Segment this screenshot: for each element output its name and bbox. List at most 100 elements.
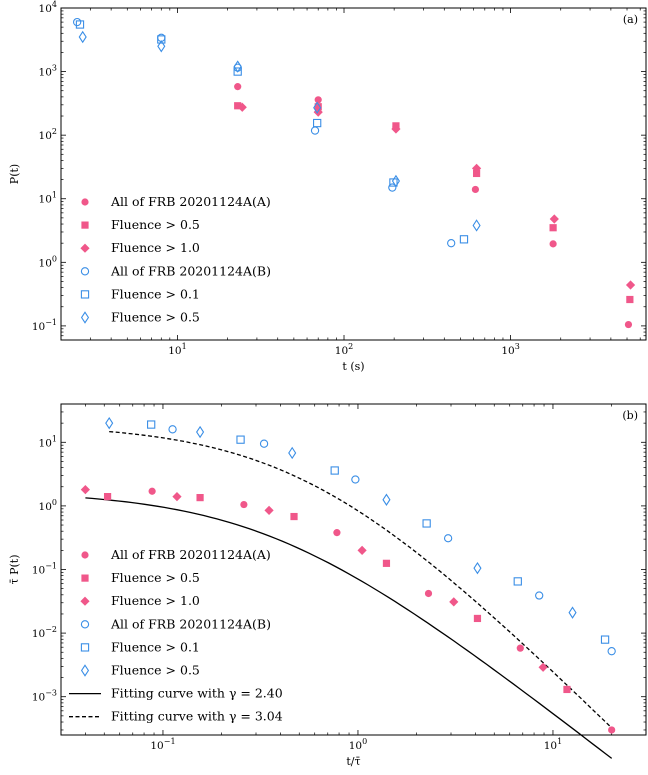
data-point-series-5 [313, 118, 322, 128]
data-point-series-5 [513, 577, 522, 586]
data-point-series-3 [625, 280, 636, 290]
data-point-series-5 [422, 519, 431, 528]
tick-exponent: 1 [182, 342, 187, 351]
data-point-series-3 [357, 545, 367, 555]
data-point-series-6 [233, 60, 242, 73]
data-point-series-5 [157, 35, 166, 44]
tick-exponent: 2 [52, 127, 57, 136]
legend-label-1: All of FRB 20201124A(A) [110, 194, 271, 209]
tick-base: 10 [39, 194, 52, 206]
tick-exponent: 1 [52, 434, 57, 443]
tick-base: 10 [168, 345, 181, 357]
panel-label: (b) [622, 409, 638, 422]
data-point-series-4 [72, 17, 82, 27]
data-point-series-6 [157, 40, 166, 53]
data-point-series-1 [608, 726, 616, 734]
data-point-series-3 [391, 124, 401, 134]
y-tick-label: 10−1 [32, 562, 57, 577]
legend-marker-1 [81, 198, 89, 206]
tick-exponent: −3 [45, 689, 57, 698]
tick-base: 10 [150, 740, 163, 752]
data-point-series-4 [535, 591, 544, 600]
y-tick-label: 100 [39, 498, 57, 513]
y-tick-label: 100 [39, 254, 57, 269]
x-tick-label: 101 [544, 737, 562, 752]
data-point-series-5 [236, 435, 245, 444]
tick-base: 10 [544, 740, 557, 752]
legend-label-6: Fluence > 0.5 [111, 310, 200, 325]
tick-exponent: 1 [557, 737, 562, 746]
tick-base: 10 [39, 437, 52, 449]
x-tick-label: 10−1 [150, 737, 175, 752]
tick-base: 10 [349, 740, 362, 752]
tick-base: 10 [39, 257, 52, 269]
legend-label-4: All of FRB 20201124A(B) [110, 263, 271, 278]
tick-exponent: 3 [52, 64, 57, 73]
data-point-series-6 [473, 561, 482, 575]
data-point-series-1 [471, 185, 480, 194]
data-point-series-3 [172, 492, 182, 502]
data-point-series-6 [313, 101, 322, 114]
data-point-series-2 [626, 295, 634, 304]
legend-label-1: All of FRB 20201124A(A) [110, 547, 271, 562]
legend-label-2: Fluence > 0.5 [111, 570, 200, 585]
fit-curve-solid [85, 497, 613, 759]
legend-label-5: Fluence > 0.1 [111, 286, 200, 301]
legend-label-6: Fluence > 0.5 [111, 663, 200, 678]
panel-label: (a) [623, 13, 638, 26]
legend-label-2: Fluence > 0.5 [111, 217, 200, 232]
data-point-series-5 [233, 67, 242, 76]
data-point-series-6 [78, 30, 87, 44]
data-point-series-1 [516, 644, 524, 652]
data-point-series-6 [288, 446, 297, 460]
tick-exponent: −1 [45, 562, 57, 571]
legend-marker-1 [81, 551, 89, 559]
data-point-series-3 [471, 163, 482, 174]
data-point-series-5 [147, 420, 156, 429]
y-tick-label: 104 [39, 0, 57, 15]
x-axis-label: t (s) [342, 360, 364, 373]
tick-base: 10 [39, 67, 52, 79]
data-point-series-2 [314, 103, 322, 111]
tick-exponent: 0 [362, 737, 367, 746]
tick-exponent: 1 [52, 191, 57, 200]
tick-base: 10 [32, 628, 45, 640]
x-tick-label: 103 [501, 342, 519, 357]
tick-exponent: 0 [52, 254, 57, 263]
y-tick-label: 10−1 [32, 318, 57, 333]
y-tick-label: 101 [39, 434, 57, 449]
tick-exponent: 3 [515, 342, 520, 351]
legend-marker-6 [80, 311, 90, 324]
tick-exponent: −1 [164, 737, 176, 746]
legend-label-3: Fluence > 1.0 [111, 593, 200, 608]
data-point-series-2 [290, 512, 298, 521]
x-tick-label: 100 [349, 737, 367, 752]
legend-marker-3 [80, 243, 90, 253]
tick-exponent: −1 [45, 318, 57, 327]
legend-label-fit-1: Fitting curve with γ = 2.40 [111, 686, 283, 701]
data-point-series-2 [103, 493, 112, 501]
y-axis-label: τ̄ P(t) [8, 555, 21, 585]
legend-marker-6 [80, 664, 90, 677]
data-point-series-3 [538, 662, 548, 672]
data-point-series-1 [549, 240, 557, 248]
data-point-series-2 [549, 224, 557, 232]
legend-marker-5 [80, 290, 90, 299]
data-point-series-4 [351, 475, 360, 484]
data-point-series-4 [447, 239, 456, 248]
tick-base: 10 [501, 345, 514, 357]
data-point-series-2 [473, 614, 482, 623]
legend-label-5: Fluence > 0.1 [111, 639, 200, 654]
legend-marker-2 [81, 574, 89, 582]
data-point-series-6 [196, 425, 205, 439]
data-point-series-6 [382, 493, 391, 506]
tick-base: 10 [32, 321, 45, 333]
tick-base: 10 [39, 3, 52, 15]
data-point-series-3 [80, 485, 90, 495]
y-tick-label: 102 [39, 127, 57, 142]
data-point-series-6 [568, 606, 577, 619]
data-point-series-5 [75, 20, 85, 29]
legend-marker-5 [80, 643, 90, 652]
